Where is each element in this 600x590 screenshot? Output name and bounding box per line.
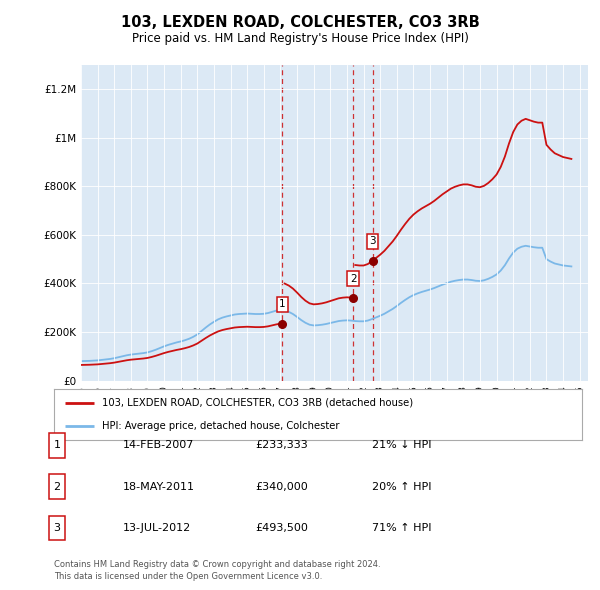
Text: 21% ↓ HPI: 21% ↓ HPI bbox=[372, 441, 432, 450]
Text: 3: 3 bbox=[369, 237, 376, 246]
Text: £493,500: £493,500 bbox=[256, 523, 308, 533]
Text: 13-JUL-2012: 13-JUL-2012 bbox=[123, 523, 191, 533]
Text: 103, LEXDEN ROAD, COLCHESTER, CO3 3RB: 103, LEXDEN ROAD, COLCHESTER, CO3 3RB bbox=[121, 15, 479, 30]
Text: Price paid vs. HM Land Registry's House Price Index (HPI): Price paid vs. HM Land Registry's House … bbox=[131, 32, 469, 45]
Text: 103, LEXDEN ROAD, COLCHESTER, CO3 3RB (detached house): 103, LEXDEN ROAD, COLCHESTER, CO3 3RB (d… bbox=[101, 398, 413, 408]
Text: £233,333: £233,333 bbox=[256, 441, 308, 450]
Text: 1: 1 bbox=[53, 441, 61, 450]
Text: 71% ↑ HPI: 71% ↑ HPI bbox=[372, 523, 432, 533]
Text: 2: 2 bbox=[350, 274, 356, 284]
Text: 14-FEB-2007: 14-FEB-2007 bbox=[123, 441, 194, 450]
Text: 2: 2 bbox=[53, 482, 61, 491]
Text: HPI: Average price, detached house, Colchester: HPI: Average price, detached house, Colc… bbox=[101, 421, 339, 431]
Text: 3: 3 bbox=[53, 523, 61, 533]
Text: £340,000: £340,000 bbox=[256, 482, 308, 491]
Text: 18-MAY-2011: 18-MAY-2011 bbox=[123, 482, 195, 491]
Text: Contains HM Land Registry data © Crown copyright and database right 2024.
This d: Contains HM Land Registry data © Crown c… bbox=[54, 560, 380, 581]
Text: 1: 1 bbox=[279, 300, 286, 310]
Text: 20% ↑ HPI: 20% ↑ HPI bbox=[372, 482, 432, 491]
